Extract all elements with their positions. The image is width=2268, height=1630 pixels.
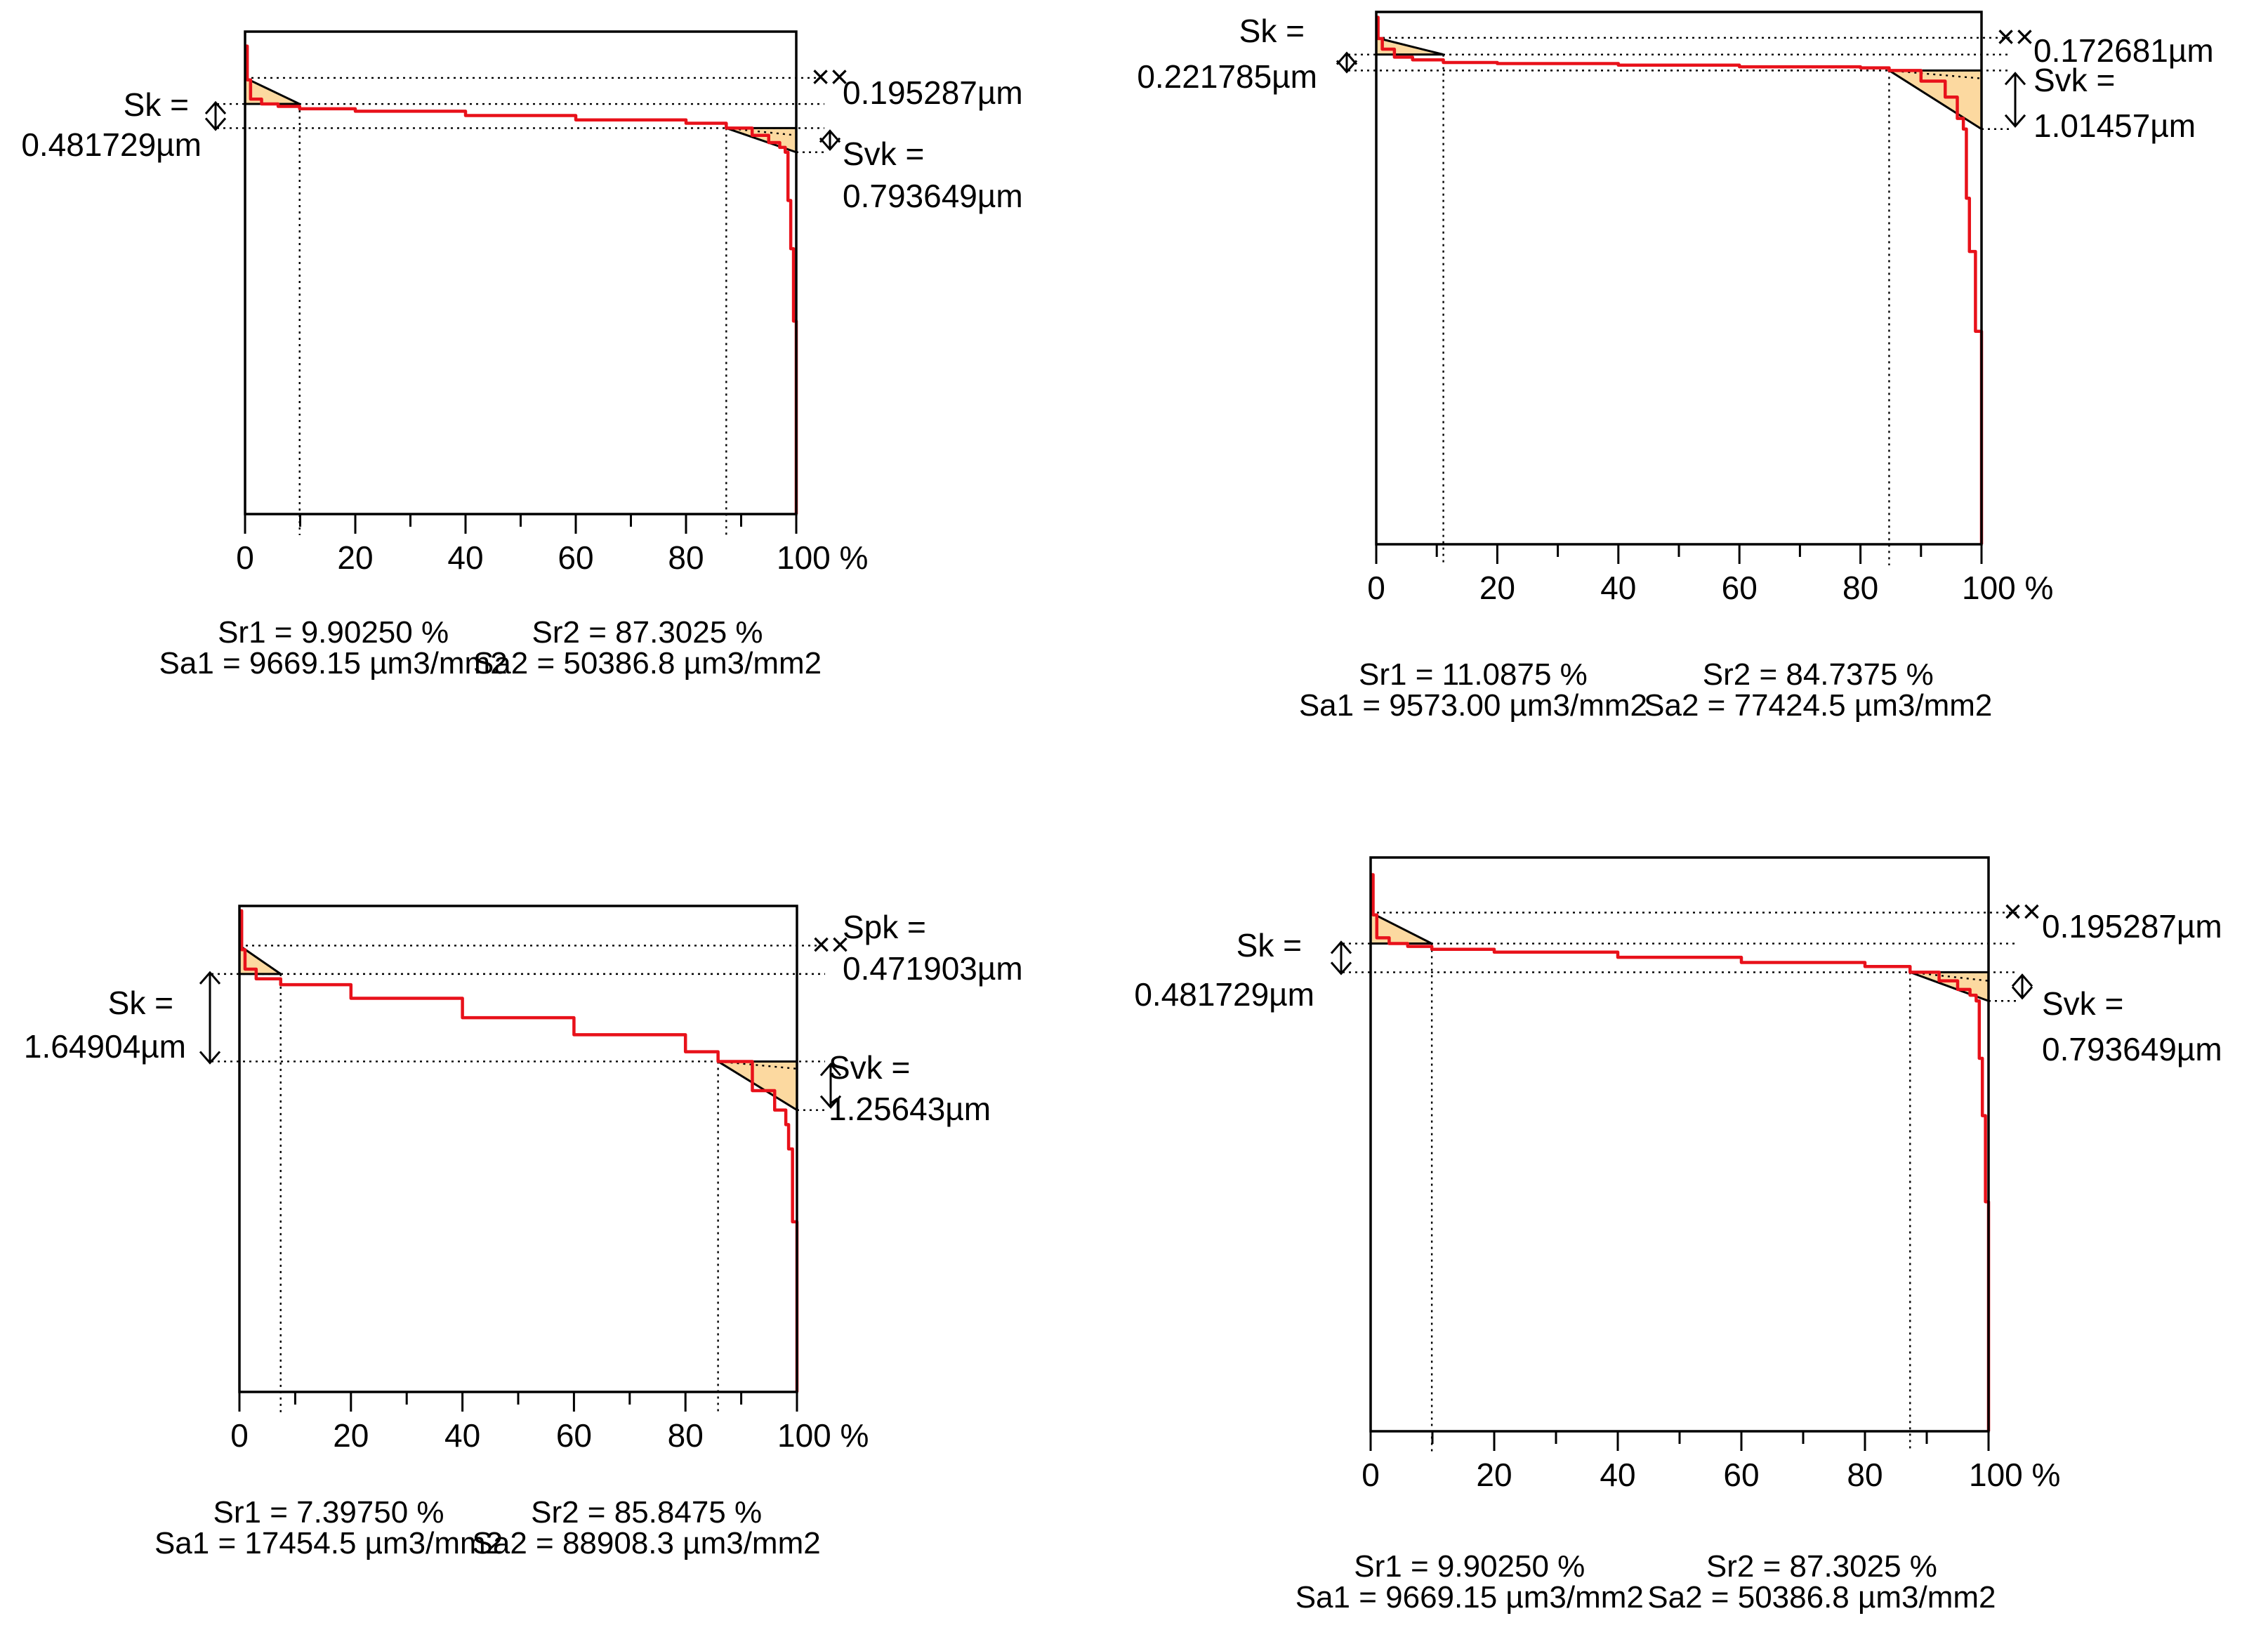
x-tick-label: 40 — [1600, 570, 1636, 606]
sk-label: Sk = — [1237, 927, 1302, 964]
spk-marker: ×× — [811, 58, 849, 95]
sk-arrow-head-top — [199, 971, 221, 985]
x-tick-label: 80 — [668, 539, 704, 576]
spk-marker: ×× — [812, 926, 850, 962]
svk-label: Svk = — [829, 1049, 910, 1086]
svk-arrow-head-bottom — [2011, 986, 2033, 1000]
svk-arrow-head-bottom — [819, 1095, 842, 1109]
sr1-stat: Sr1 = 7.39750 % — [213, 1495, 444, 1530]
svk-arrow-head-bottom — [2004, 114, 2026, 129]
peak-hypotenuse — [1376, 37, 1444, 56]
sa1-stat: Sa1 = 9573.00 µm3/mm2 — [1299, 688, 1647, 723]
sa1-stat: Sa1 = 9669.15 µm3/mm2 — [1295, 1580, 1644, 1615]
spk-value: 0.471903µm — [843, 950, 1023, 987]
x-tick-label: 100 % — [1969, 1457, 2060, 1493]
x-tick-label: 20 — [333, 1417, 369, 1454]
core-extension-guide — [1889, 70, 1982, 79]
x-tick-label: 80 — [668, 1417, 704, 1454]
sk-arrow-head-bottom — [199, 1051, 221, 1065]
sk-value: 0.221785µm — [1137, 58, 1317, 95]
svk-label: Svk = — [2033, 62, 2115, 98]
svk-label: Svk = — [2042, 985, 2123, 1022]
bearing-curve — [239, 909, 799, 1392]
sr1-stat: Sr1 = 9.90250 % — [1354, 1549, 1585, 1584]
x-tick-label: 20 — [1476, 1457, 1512, 1493]
x-tick-label: 40 — [447, 539, 483, 576]
x-tick-label: 60 — [1722, 570, 1758, 606]
x-tick-label: 60 — [1723, 1457, 1759, 1493]
plot-frame — [238, 905, 798, 1393]
spk-marker: ×× — [2003, 893, 2041, 929]
plot-frame — [1375, 11, 1983, 546]
sa2-stat: Sa2 = 50386.8 µm3/mm2 — [473, 646, 822, 681]
svk-value: 1.25643µm — [829, 1091, 991, 1127]
bearing-curve — [1376, 15, 1984, 544]
x-tick-label: 20 — [337, 539, 373, 576]
bearing-curve — [245, 44, 798, 514]
x-tick-label: 40 — [444, 1417, 480, 1454]
sa1-stat: Sa1 = 17454.5 µm3/mm2 — [154, 1526, 503, 1560]
sk-value: 1.64904µm — [24, 1028, 186, 1065]
sa2-stat: Sa2 = 50386.8 µm3/mm2 — [1647, 1580, 1996, 1615]
sk-arrow-head-bottom — [1336, 60, 1358, 74]
spk-value: 0.172681µm — [2033, 32, 2214, 69]
svk-value: 0.793649µm — [843, 178, 1023, 214]
svk-value: 0.793649µm — [2042, 1031, 2222, 1067]
x-tick-label: 0 — [1362, 1457, 1380, 1493]
sr2-stat: Sr2 = 87.3025 % — [1706, 1549, 1937, 1584]
svk-label: Svk = — [843, 136, 924, 172]
chart-panel-3: 0 20 40 60 80 100 % Sk = 1.64904µm Spk = 0.471903… — [24, 905, 1023, 1560]
x-tick-label: 0 — [236, 539, 254, 576]
sa2-stat: Sa2 = 77424.5 µm3/mm2 — [1644, 688, 1992, 723]
x-tick-label: 80 — [1847, 1457, 1883, 1493]
sa1-stat: Sa1 = 9669.15 µm3/mm2 — [159, 646, 508, 681]
sk-value: 0.481729µm — [1134, 976, 1314, 1013]
sr2-stat: Sr2 = 85.8475 % — [531, 1495, 762, 1530]
x-tick-label: 100 % — [777, 539, 868, 576]
sk-arrow-head-bottom — [204, 117, 227, 131]
sk-label: Sk = — [1239, 13, 1305, 49]
core-extension-guide — [726, 127, 797, 136]
svk-arrow-head-top — [2004, 72, 2026, 86]
chart-panel-1: 0 20 40 60 80 100 % Sk =0.481729µm 0.195287µm××… — [21, 30, 1023, 681]
valley-hypotenuse — [717, 1060, 798, 1111]
sr1-stat: Sr1 = 9.90250 % — [218, 615, 449, 650]
x-tick-label: 100 % — [777, 1417, 869, 1454]
chart-panel-4: 0 20 40 60 80 100 % Sk = 0.481729µm 0.195287µm××… — [1134, 856, 2222, 1615]
x-tick-label: 0 — [230, 1417, 249, 1454]
svk-arrow-head-top — [2011, 973, 2033, 987]
x-tick-label: 0 — [1367, 570, 1385, 606]
x-tick-label: 60 — [558, 539, 593, 576]
x-tick-label: 80 — [1842, 570, 1878, 606]
svk-arrow-head-bottom — [819, 137, 841, 152]
svk-value: 1.01457µm — [2033, 107, 2196, 144]
sk-arrow-head-top — [1330, 940, 1352, 954]
x-tick-label: 60 — [556, 1417, 592, 1454]
spk-label: Spk = — [843, 909, 926, 945]
sk-label: Sk = — [124, 86, 189, 123]
spk-value: 0.195287µm — [2042, 908, 2222, 945]
bearing-curve — [1371, 873, 1991, 1431]
sk-arrow-head-top — [204, 100, 227, 115]
sk-arrow-head-top — [1336, 51, 1358, 65]
x-tick-label: 40 — [1600, 1457, 1635, 1493]
chart-panel-2: 0 20 40 60 80 100 % Sk = 0.221785µm 0.172681µm××… — [1137, 11, 2214, 723]
svk-arrow-head-top — [819, 129, 841, 143]
sk-arrow-head-bottom — [1330, 961, 1352, 975]
sr2-stat: Sr2 = 84.7375 % — [1703, 657, 1934, 692]
peak-hypotenuse — [1370, 912, 1432, 945]
spk-value: 0.195287µm — [843, 74, 1023, 111]
sk-value: 0.481729µm — [21, 126, 202, 163]
x-tick-label: 20 — [1479, 570, 1515, 606]
spk-marker: ×× — [1996, 18, 2034, 55]
valley-hypotenuse — [1888, 70, 1982, 131]
sr1-stat: Sr1 = 11.0875 % — [1359, 657, 1588, 692]
x-tick-label: 100 % — [1962, 570, 2053, 606]
peak-hypotenuse — [244, 77, 301, 105]
sa2-stat: Sa2 = 88908.3 µm3/mm2 — [473, 1526, 821, 1560]
sk-label: Sk = — [108, 985, 173, 1021]
svk-arrow-head-top — [819, 1063, 842, 1077]
sr2-stat: Sr2 = 87.3025 % — [532, 615, 763, 650]
